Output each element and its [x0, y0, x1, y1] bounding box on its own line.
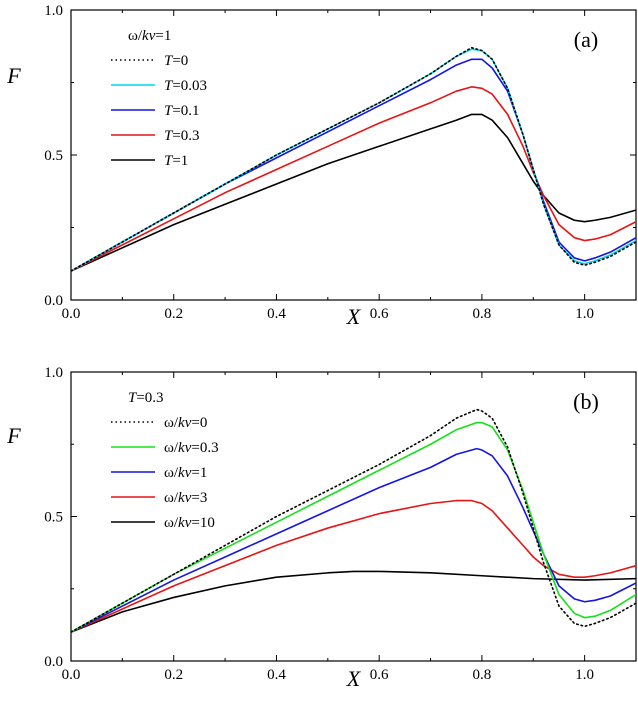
x-tick-label: 0.8: [473, 667, 492, 683]
series-line: [71, 499, 636, 633]
y-axis-title: F: [6, 423, 21, 448]
series-line: [71, 86, 636, 272]
series-line: [71, 58, 636, 272]
y-axis-title: F: [6, 63, 21, 88]
panel-label: (b): [573, 389, 599, 414]
x-tick-label: 0.4: [267, 306, 286, 322]
legend-entry: T=0.3: [164, 128, 200, 144]
panel-label: (a): [574, 27, 598, 52]
series-line: [71, 408, 636, 633]
chart-panel-a: 0.0 0.2 0.4 0.6 0.8 1.0 0.0 0.5 1.0 X F (a) ω/kv=1 T=…: [6, 3, 637, 329]
x-tick-label: 0.6: [370, 667, 389, 683]
y-tick-label: 0.5: [44, 510, 63, 526]
series-line: [71, 421, 636, 633]
x-tick-label: 0.0: [62, 667, 81, 683]
x-tick-label: 0.4: [267, 667, 286, 683]
y-tick-label: 0.0: [44, 293, 63, 309]
legend-entry: T=1: [164, 153, 188, 169]
x-tick-label: 0.2: [164, 667, 183, 683]
x-tick-label: 0.0: [62, 306, 81, 322]
x-tick-label: 0.2: [164, 306, 183, 322]
legend-entry: T=0.03: [164, 78, 207, 94]
series-line: [71, 113, 636, 272]
legend-entry: ω/kv=0: [164, 415, 207, 431]
x-tick-label: 0.6: [370, 306, 389, 322]
legend-title: T=0.3: [128, 390, 164, 406]
x-tick-label: 1.0: [575, 306, 594, 322]
series-line: [71, 48, 636, 272]
y-tick-label: 1.0: [44, 365, 63, 381]
legend-entry: T=0: [164, 53, 188, 69]
series-line: [71, 46, 636, 272]
legend-entry: ω/kv=3: [164, 490, 207, 506]
series-line: [71, 570, 636, 633]
legend-entry: ω/kv=1: [164, 465, 207, 481]
y-tick-label: 0.0: [44, 654, 63, 670]
x-tick-label: 1.0: [575, 667, 594, 683]
x-tick-label: 0.8: [473, 306, 492, 322]
x-axis-title: X: [346, 666, 362, 691]
plot-frame: [70, 371, 637, 662]
legend-title: ω/kv=1: [128, 28, 171, 44]
legend-entry: ω/kv=0.3: [164, 440, 219, 456]
legend-entry: T=0.1: [164, 103, 200, 119]
y-tick-label: 0.5: [44, 148, 63, 164]
series-line: [71, 447, 636, 633]
legend-entry: ω/kv=10: [164, 515, 215, 531]
x-axis-title: X: [346, 304, 362, 329]
y-tick-label: 1.0: [44, 3, 63, 19]
chart-panel-b: 0.0 0.2 0.4 0.6 0.8 1.00.00.51.0XF(b)T=0.3ω/k…: [6, 365, 637, 691]
